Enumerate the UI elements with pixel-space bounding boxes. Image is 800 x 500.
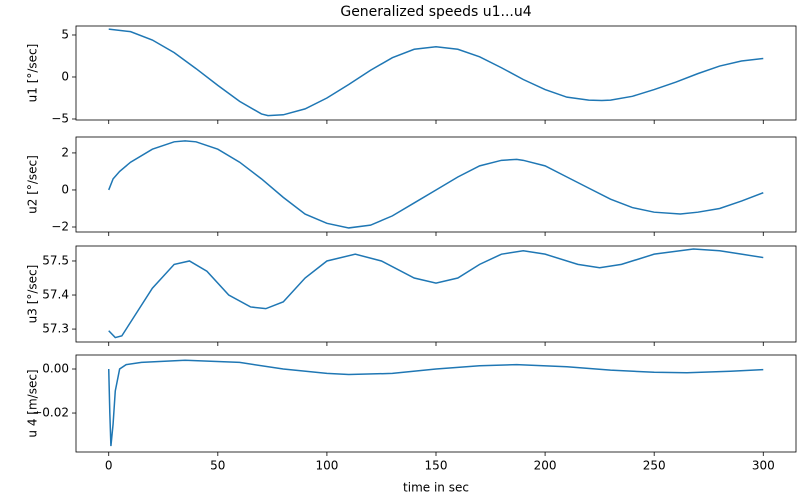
x-tick-label: 100: [315, 459, 338, 473]
y-tick-label: 57.3: [42, 322, 69, 336]
y-tick-label: 5: [61, 27, 69, 41]
data-line: [108, 248, 764, 339]
plot-frame: [75, 354, 797, 453]
y-tick-label: −2: [51, 220, 69, 234]
y-tick-label: −5: [51, 111, 69, 125]
y-axis-label: u2 [°/sec]: [26, 155, 40, 214]
x-axis-label: time in sec: [403, 481, 469, 495]
y-tick-label: 0: [61, 69, 69, 83]
y-tick-label: 57.5: [42, 253, 69, 267]
y-tick-label: 2: [61, 145, 69, 159]
y-tick-label: 0: [61, 182, 69, 196]
plot-frame: [75, 245, 797, 343]
x-tick-label: 250: [643, 459, 666, 473]
data-line: [107, 359, 764, 447]
data-line: [108, 28, 764, 117]
plot-frame: [75, 25, 797, 121]
y-axis-label: u3 [°/sec]: [26, 265, 40, 324]
data-line: [108, 140, 764, 229]
x-tick-label: 200: [534, 459, 557, 473]
y-tick-label: −0.02: [32, 406, 69, 420]
x-tick-label: 300: [752, 459, 775, 473]
chart-title: Generalized speeds u1...u4: [340, 4, 531, 20]
x-tick-label: 0: [105, 459, 113, 473]
y-axis-label: u1 [°/sec]: [26, 44, 40, 103]
plot-frame: [75, 136, 797, 233]
y-axis-label: u 4 [m/sec]: [26, 369, 40, 437]
x-tick-label: 50: [210, 459, 225, 473]
x-tick-label: 150: [425, 459, 448, 473]
y-tick-label: 57.4: [42, 288, 69, 302]
y-tick-label: 0.00: [42, 362, 69, 376]
